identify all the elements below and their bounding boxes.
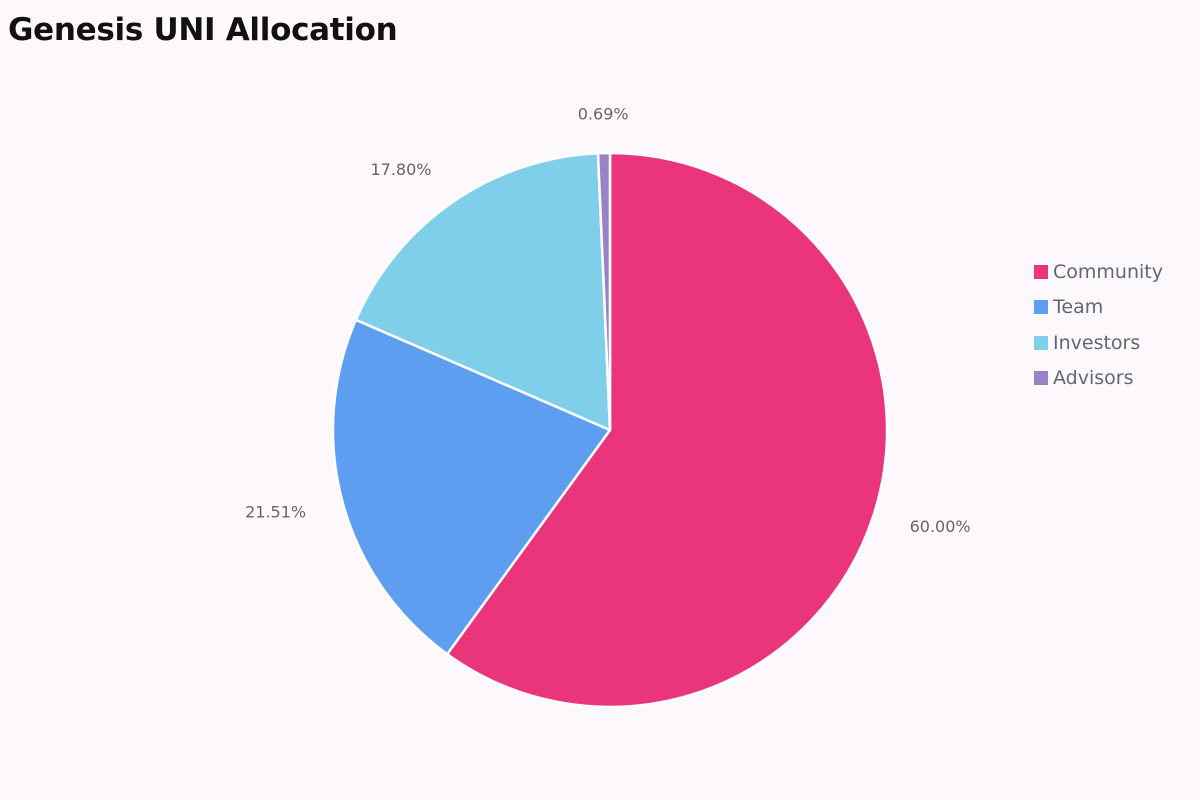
legend-label-team: Team [1053,296,1104,319]
legend-item-investors[interactable]: Investors [1034,325,1163,361]
pct-label-community: 60.00% [910,517,971,536]
legend-item-advisors[interactable]: Advisors [1034,361,1163,397]
pct-label-investors: 17.80% [370,160,431,179]
pie-slice-community[interactable] [445,151,889,709]
pct-label-advisors: 0.69% [578,105,629,124]
legend-label-investors: Investors [1053,331,1141,354]
legend-item-team[interactable]: Team [1034,290,1163,326]
legend-swatch-team [1034,300,1048,315]
legend-swatch-advisors [1034,371,1048,386]
chart-title: Genesis UNI Allocation [8,12,398,48]
pie-slice-investors[interactable] [354,152,612,432]
legend-swatch-investors [1034,335,1048,350]
pct-label-team: 21.51% [245,503,306,522]
legend-item-community[interactable]: Community [1034,254,1163,290]
legend: Community Team Investors Advisors [1034,254,1163,396]
legend-swatch-community [1034,264,1048,279]
pie-slices [331,151,889,709]
pie-slice-team[interactable] [331,318,612,656]
legend-label-advisors: Advisors [1053,367,1134,390]
legend-label-community: Community [1053,260,1163,283]
pie-slice-advisors[interactable] [596,151,612,432]
percentage-labels: 60.00% 21.51% 17.80% 0.69% [245,105,970,536]
